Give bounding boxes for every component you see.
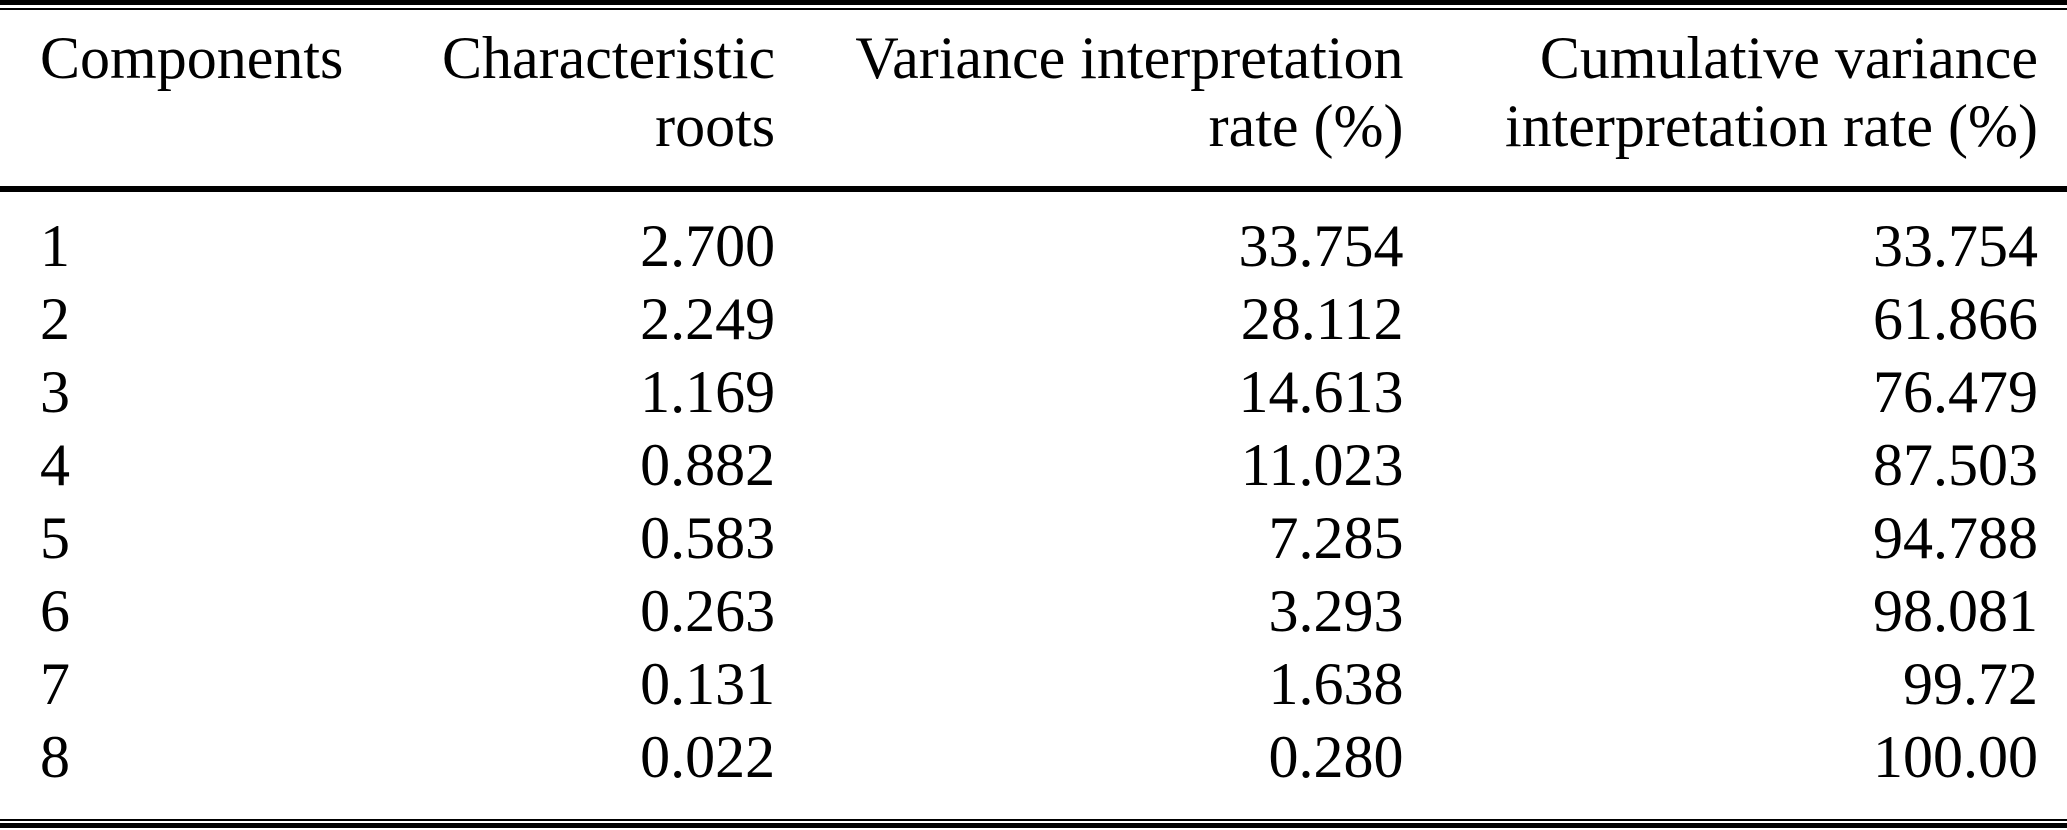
bottom-rule-block — [0, 819, 2067, 828]
header-components: Components — [0, 10, 399, 192]
cell-cumulative: 76.479 — [1873, 359, 2038, 425]
cell-root: 2.700 — [640, 213, 776, 279]
cell-component: 4 — [40, 432, 70, 498]
cell-root: 2.249 — [640, 286, 776, 352]
bottom-rule-outer — [0, 823, 2067, 828]
header-cumulative-variance-rate: Cumulative variance interpretation rate … — [1403, 10, 2067, 192]
cell-variance: 11.023 — [1240, 432, 1404, 498]
cell-root: 1.169 — [640, 359, 776, 425]
bottom-rule-gap — [0, 821, 2067, 823]
cell-variance: 33.754 — [1238, 213, 1404, 279]
table-row: 5 0.583 7.285 94.788 — [0, 502, 2067, 575]
cell-component: 8 — [40, 724, 70, 790]
table-row: 1 2.700 33.754 33.754 — [0, 189, 2067, 283]
cell-variance: 3.293 — [1268, 578, 1404, 644]
cell-cumulative: 61.866 — [1873, 286, 2038, 352]
top-rule-outer — [0, 0, 2067, 5]
pca-variance-table: Components Characteristic roots Variance… — [0, 10, 2067, 818]
cell-root: 0.131 — [640, 651, 776, 717]
cell-variance: 1.638 — [1268, 651, 1404, 717]
cell-root: 0.263 — [640, 578, 776, 644]
header-variance-rate: Variance interpretation rate (%) — [775, 10, 1404, 192]
cell-variance: 28.112 — [1240, 286, 1404, 352]
header-characteristic-roots: Characteristic roots — [398, 10, 776, 192]
top-rule-gap — [0, 5, 2067, 8]
cell-component: 2 — [40, 286, 70, 352]
cell-cumulative: 98.081 — [1873, 578, 2038, 644]
table-row: 3 1.169 14.613 76.479 — [0, 356, 2067, 429]
table-row: 2 2.249 28.112 61.866 — [0, 283, 2067, 356]
cell-component: 5 — [40, 505, 70, 571]
header-row: Components Characteristic roots Variance… — [0, 10, 2067, 192]
cell-root: 0.022 — [640, 724, 776, 790]
cell-cumulative: 94.788 — [1873, 505, 2038, 571]
top-rule-inner — [0, 8, 2067, 10]
table-row: 8 0.022 0.280 100.00 — [0, 721, 2067, 818]
cell-cumulative: 33.754 — [1873, 213, 2038, 279]
cell-variance: 7.285 — [1268, 505, 1404, 571]
bottom-rule-inner — [0, 819, 2067, 821]
cell-component: 3 — [40, 359, 70, 425]
cell-component: 6 — [40, 578, 70, 644]
cell-cumulative: 100.00 — [1873, 724, 2038, 790]
cell-cumulative: 99.72 — [1903, 651, 2038, 717]
cell-cumulative: 87.503 — [1873, 432, 2038, 498]
table-body: 1 2.700 33.754 33.754 2 2.249 28.112 61.… — [0, 189, 2067, 818]
cell-component: 1 — [40, 213, 70, 279]
cell-variance: 14.613 — [1238, 359, 1404, 425]
table-header: Components Characteristic roots Variance… — [0, 10, 2067, 192]
table-row: 7 0.131 1.638 99.72 — [0, 648, 2067, 721]
cell-root: 0.583 — [640, 505, 776, 571]
cell-root: 0.882 — [640, 432, 776, 498]
cell-component: 7 — [40, 651, 70, 717]
cell-variance: 0.280 — [1268, 724, 1404, 790]
table-row: 6 0.263 3.293 98.081 — [0, 575, 2067, 648]
table-row: 4 0.882 11.023 87.503 — [0, 429, 2067, 502]
